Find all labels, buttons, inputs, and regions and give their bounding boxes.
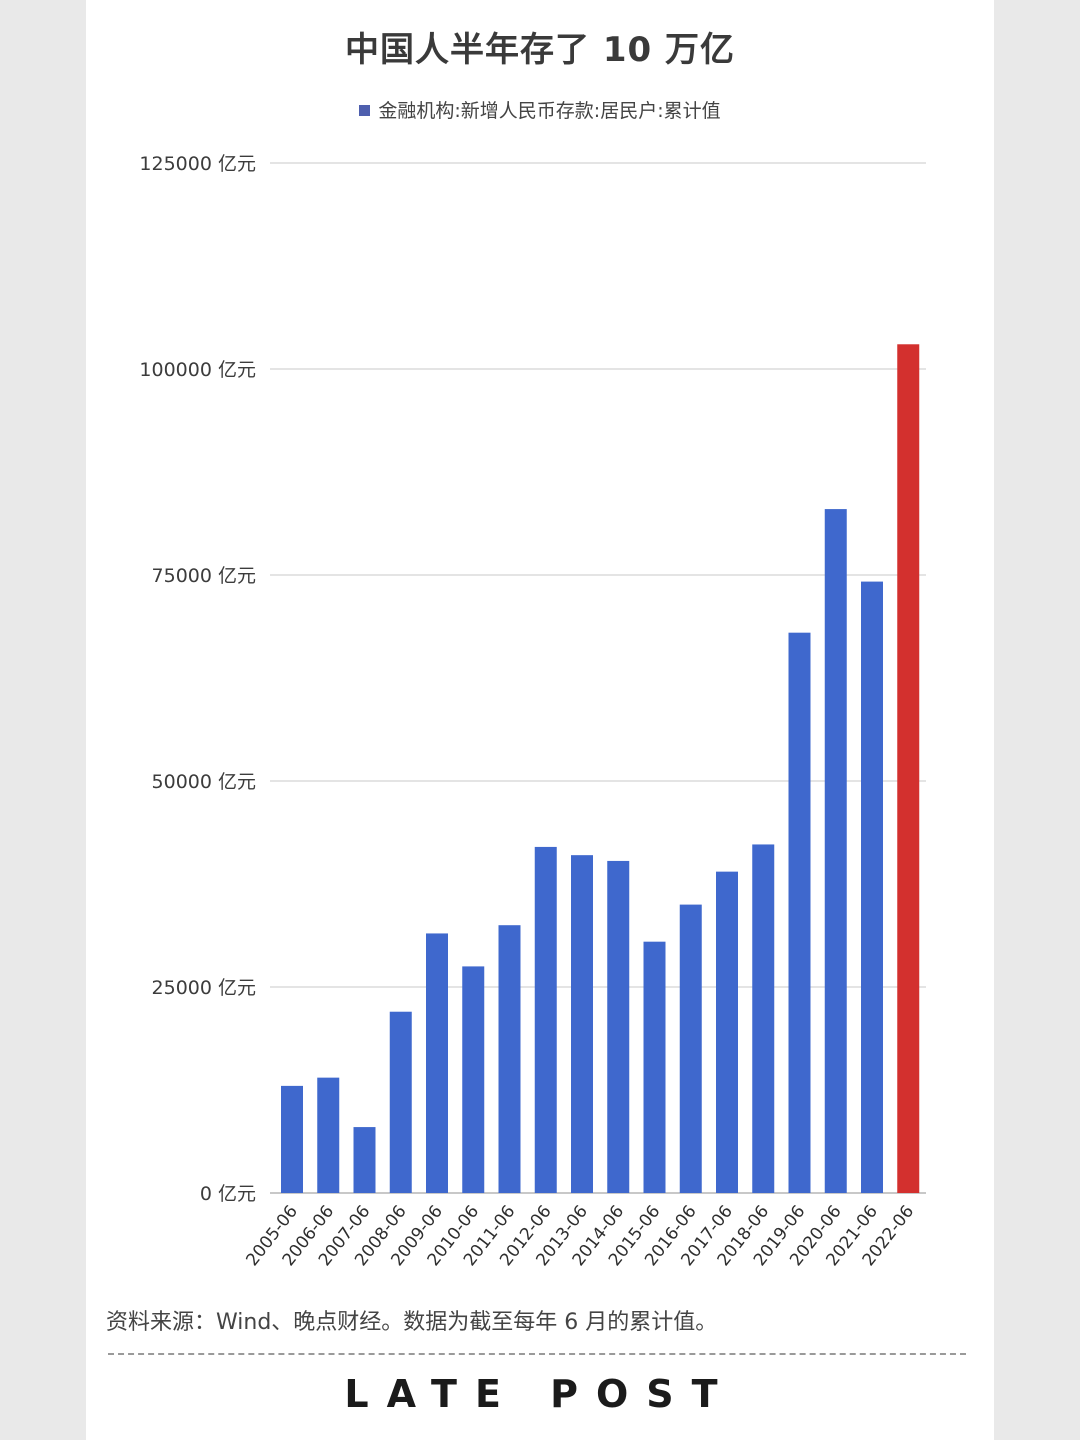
bar-2020-06 [824,509,847,1194]
bar-2015-06 [643,941,666,1193]
y-tick-label: 100000 亿元 [139,359,256,381]
bar-2022-06 [897,344,920,1193]
bar-2017-06 [716,871,738,1193]
legend-label: 金融机构:新增人民币存款:居民户:累计值 [378,100,721,122]
bar-2006-06 [317,1077,340,1193]
bar-2013-06 [571,855,593,1193]
bar-2010-06 [462,966,485,1193]
y-tick-label: 50000 亿元 [152,771,256,793]
legend: 金融机构:新增人民币存款:居民户:累计值 [86,96,994,123]
bar-2016-06 [679,904,702,1193]
bar-2009-06 [426,933,448,1193]
y-tick-label: 125000 亿元 [139,153,256,175]
y-tick-label: 75000 亿元 [152,565,256,587]
bar-2014-06 [607,860,630,1193]
bar-2021-06 [861,581,883,1193]
bar-2012-06 [534,846,557,1193]
source-note: 资料来源：Wind、晚点财经。数据为截至每年 6 月的累计值。 [106,1310,718,1335]
bar-2018-06 [752,844,775,1193]
bar-2008-06 [389,1011,412,1193]
bar-chart: 0 亿元 25000 亿元 50000 亿元 75000 亿元 100000 亿元 125… [139,153,926,1270]
bar-2007-06 [353,1127,376,1193]
bar-2019-06 [788,632,811,1193]
y-tick-label: 25000 亿元 [152,977,256,999]
chart-title: 中国人半年存了 10 万亿 [345,30,735,70]
bar-2011-06 [498,925,521,1193]
y-tick-label: 0 亿元 [200,1183,256,1205]
brand-logo: LATE POST [344,1372,736,1416]
bar-2005-06 [281,1085,303,1193]
legend-swatch [359,105,371,116]
dashed-divider [108,1353,966,1355]
chart-card: 中国人半年存了 10 万亿 金融机构:新增人民币存款:居民户:累计值 0 亿元 2… [86,0,994,1440]
